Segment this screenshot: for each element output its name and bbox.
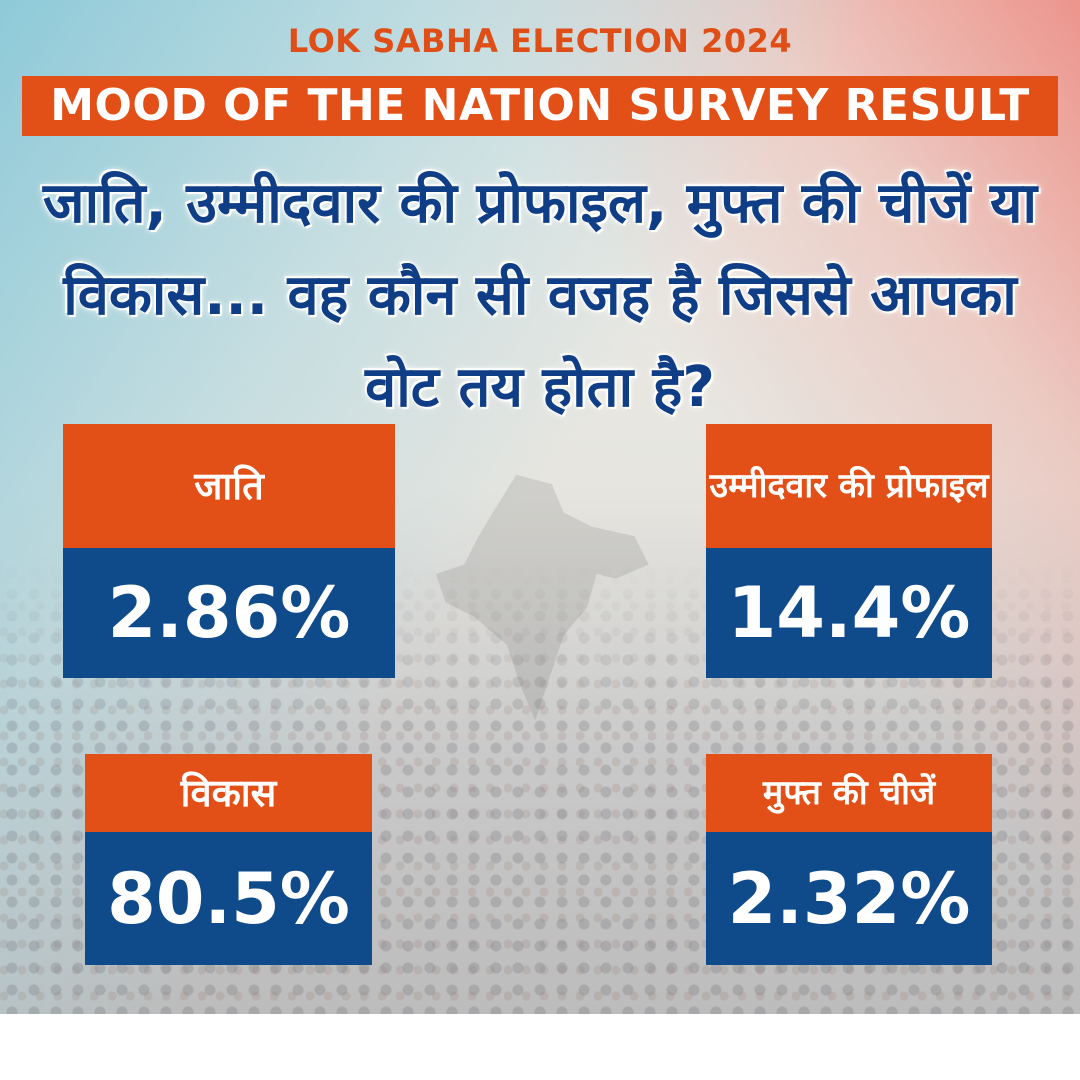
result-value: 2.32% bbox=[706, 832, 992, 965]
survey-question: जाति, उम्मीदवार की प्रोफाइल, मुफ्त की ची… bbox=[43, 171, 1037, 420]
result-card-freebies: मुफ्त की चीजें 2.32% bbox=[706, 754, 992, 965]
election-kicker: LOK SABHA ELECTION 2024 bbox=[287, 22, 793, 60]
result-label: उम्मीदवार की प्रोफाइल bbox=[706, 424, 992, 548]
result-label: जाति bbox=[63, 424, 395, 548]
result-card-development: विकास 80.5% bbox=[85, 754, 372, 965]
result-label: मुफ्त की चीजें bbox=[706, 754, 992, 832]
india-map-silhouette bbox=[436, 474, 649, 721]
result-card-candidate-profile: उम्मीदवार की प्रोफाइल 14.4% bbox=[706, 424, 992, 678]
result-label: विकास bbox=[85, 754, 372, 832]
result-card-caste: जाति 2.86% bbox=[63, 424, 395, 678]
result-value: 14.4% bbox=[706, 548, 992, 678]
survey-banner: MOOD OF THE NATION SURVEY RESULT bbox=[22, 76, 1058, 136]
result-value: 80.5% bbox=[85, 832, 372, 965]
bottom-strip bbox=[0, 1014, 1080, 1080]
result-value: 2.86% bbox=[63, 548, 395, 678]
